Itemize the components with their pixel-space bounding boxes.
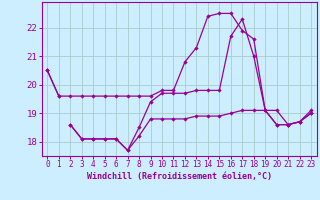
X-axis label: Windchill (Refroidissement éolien,°C): Windchill (Refroidissement éolien,°C) (87, 172, 272, 181)
